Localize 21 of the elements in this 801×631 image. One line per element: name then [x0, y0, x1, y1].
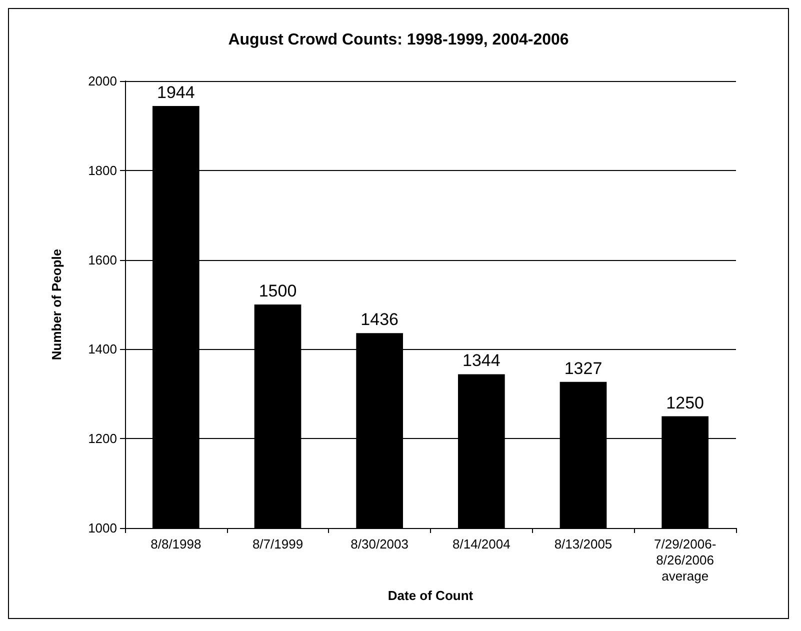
x-tick-label: 8/8/1998	[150, 536, 202, 552]
data-label: 1327	[564, 358, 602, 378]
x-tick-label: 8/14/2004	[452, 536, 510, 552]
data-label: 1500	[258, 282, 297, 300]
x-tick-label: 7/29/2006- 8/26/2006 average	[654, 536, 716, 584]
y-tick-label: 1600	[88, 252, 117, 268]
data-label: 1344	[462, 351, 500, 370]
y-tick-label: 1200	[88, 431, 117, 446]
x-tick-label: 8/13/2005	[554, 536, 612, 552]
x-axis-title: Date of Count	[388, 588, 474, 603]
data-label: 1944	[157, 83, 195, 102]
data-label: 1436	[360, 310, 398, 330]
y-tick-label: 2000	[88, 74, 117, 88]
y-tick-label: 1800	[88, 162, 117, 178]
y-axis-title: Number of People	[49, 248, 64, 360]
x-tick-label: 8/30/2003	[350, 536, 409, 552]
y-tick-label: 1400	[88, 342, 117, 357]
x-tick-label: 8/7/1999	[252, 536, 304, 552]
y-tick-label: 1000	[88, 520, 117, 536]
data-label: 1250	[666, 393, 704, 412]
chart-title: August Crowd Counts: 1998-1999, 2004-2006	[228, 32, 569, 48]
